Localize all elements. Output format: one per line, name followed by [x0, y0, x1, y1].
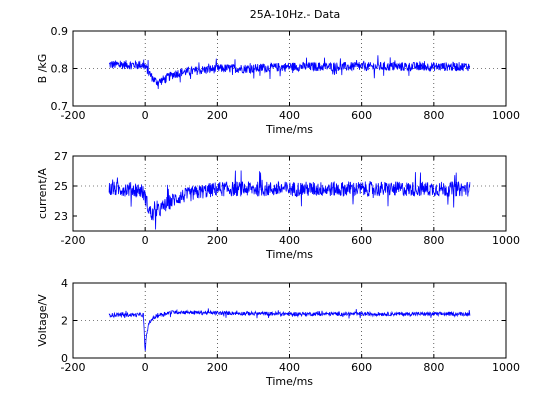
x-tick-label: 1000 — [492, 109, 520, 122]
x-tick-label: -200 — [61, 234, 86, 247]
axes-frame — [72, 155, 507, 232]
series-line — [108, 170, 471, 230]
x-tick-label: 600 — [351, 234, 372, 247]
x-tick-label: 600 — [351, 109, 372, 122]
x-tick-label: 200 — [207, 361, 228, 374]
subplot-2: -200 0 200 400 600 800 1000 23 25 27 Time/ms curren… — [36, 150, 520, 261]
y-axis-label: Voltage/V — [36, 294, 49, 347]
x-tick-label: 800 — [423, 361, 444, 374]
y-tick-label: 0.8 — [51, 63, 69, 76]
x-tick-label: 0 — [142, 234, 149, 247]
x-tick-label: 800 — [423, 109, 444, 122]
x-tick-label: -200 — [61, 361, 86, 374]
x-tick-label: 200 — [207, 109, 228, 122]
x-axis-label: Time/ms — [265, 375, 313, 388]
y-tick-label: 27 — [54, 150, 68, 163]
y-tick-label: 2 — [61, 315, 68, 328]
x-tick-label: 200 — [207, 234, 228, 247]
y-tick-label: 23 — [54, 210, 68, 223]
x-tick-label: -200 — [61, 109, 86, 122]
y-tick-label: 0.7 — [51, 100, 69, 113]
x-axis-label: Time/ms — [265, 123, 313, 136]
x-tick-label: 400 — [279, 361, 300, 374]
x-tick-label: 1000 — [492, 361, 520, 374]
y-tick-label: 4 — [61, 277, 68, 290]
series-line — [108, 55, 471, 90]
x-tick-label: 800 — [423, 234, 444, 247]
series-line — [108, 308, 471, 351]
x-axis-label: Time/ms — [265, 248, 313, 261]
x-tick-label: 400 — [279, 234, 300, 247]
x-tick-label: 600 — [351, 361, 372, 374]
y-axis-label: B /kG — [36, 54, 49, 84]
figure-title: 25A-10Hz.- Data — [250, 8, 341, 21]
y-tick-label: 0.9 — [51, 25, 69, 38]
x-tick-label: 0 — [142, 361, 149, 374]
subplot-1: -200 0 200 400 600 800 1000 0.7 0.8 0.9 Time/ms B /… — [36, 25, 520, 136]
y-tick-label: 25 — [54, 180, 68, 193]
y-tick-label: 0 — [61, 352, 68, 365]
x-tick-label: 400 — [279, 109, 300, 122]
x-tick-label: 0 — [142, 109, 149, 122]
y-axis-label: current/A — [36, 168, 49, 219]
x-tick-label: 1000 — [492, 234, 520, 247]
